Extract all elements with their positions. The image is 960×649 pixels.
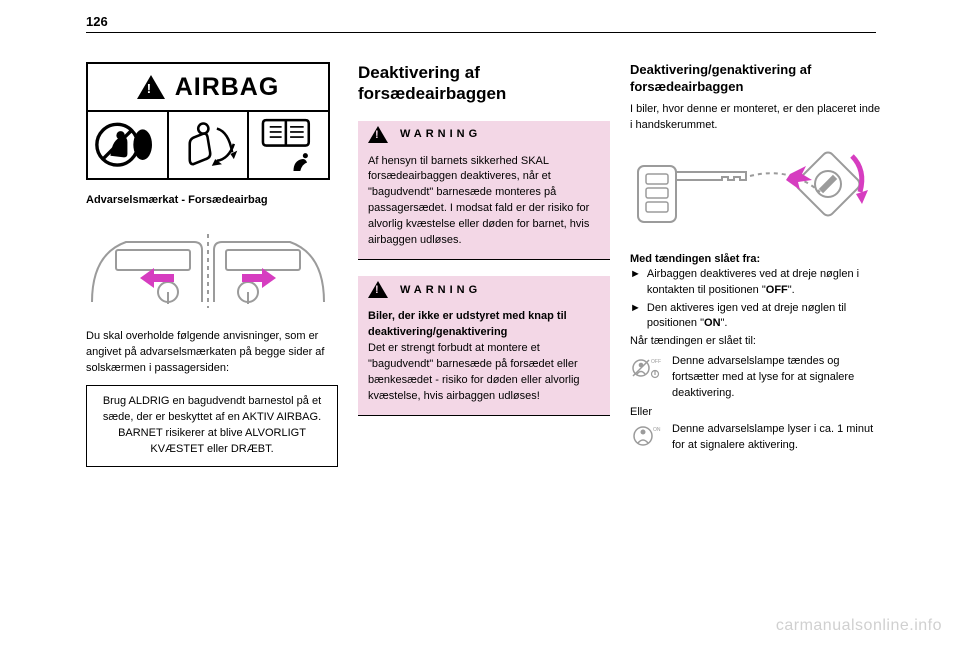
warning-box-2: WARNING Biler, der ikke er udstyret med …: [358, 276, 610, 416]
key-switch-figure: [630, 144, 874, 239]
bullet-1-text: Airbaggen deaktiveres ved at dreje nøgle…: [647, 267, 882, 299]
svg-text:OFF: OFF: [651, 359, 661, 365]
airbag-on-lamp-icon: ON: [630, 422, 662, 450]
airbag-word: AIRBAG: [175, 73, 280, 102]
page: 126 AIRBAG: [0, 0, 960, 649]
bullet-2-text: Den aktiveres igen ved at dreje nøglen t…: [647, 301, 882, 333]
warning-title: WARNING: [400, 128, 481, 140]
horizontal-rule: [86, 32, 876, 33]
col2-heading: Deaktivering af forsædeairbaggen: [358, 62, 610, 105]
warning-box-1: WARNING Af hensyn til barnets sikkerhed …: [358, 121, 610, 261]
warning-box-2-body: Biler, der ikke er udstyret med knap til…: [358, 303, 610, 416]
airbag-label-caption: Advarselsmærkat - Forsædeairbag: [86, 194, 338, 206]
airbag-label-header: AIRBAG: [86, 62, 330, 110]
airbag-label-figure: AIRBAG: [86, 62, 330, 180]
col3-subhead: Med tændingen slået fra:: [630, 253, 882, 265]
eller-text: Eller: [630, 406, 882, 418]
bullet-arrow-icon: ►: [630, 301, 641, 333]
sunvisor-figure: [86, 214, 330, 319]
svg-text:ON: ON: [653, 427, 661, 433]
warning-title: WARNING: [400, 284, 481, 296]
warning-triangle-icon: [137, 75, 165, 99]
airbag-cell-read-manual-icon: [247, 112, 328, 178]
lamp-deactivation-para: OFF Denne advarselslampe tændes og forts…: [630, 354, 882, 402]
col3-heading: Deaktivering/genaktivering af forsædeair…: [630, 62, 882, 96]
airbag-cell-seat-arrows-icon: [167, 112, 248, 178]
warning-box-1-body: Af hensyn til barnets sikkerhed SKAL for…: [358, 148, 610, 261]
col1-boxed-warning: Brug ALDRIG en bagudvendt barnestol på e…: [86, 385, 338, 467]
lamp-deactivation-text: Denne advarselslampe tændes og fortsætte…: [672, 354, 882, 402]
airbag-cell-no-child-seat-icon: [88, 112, 167, 178]
warning-box-2-subhead: Biler, der ikke er udstyret med knap til…: [368, 310, 567, 338]
col3-after-bullets: Når tændingen er slået til:: [630, 334, 882, 350]
column-2: Deaktivering af forsædeairbaggen WARNING…: [358, 62, 610, 416]
watermark: carmanualsonline.info: [776, 617, 942, 635]
warning-box-2-text: Det er strengt forbudt at montere et "ba…: [368, 342, 580, 402]
warning-triangle-icon: [368, 281, 388, 298]
bullet-2: ► Den aktiveres igen ved at dreje nøglen…: [630, 301, 882, 333]
warning-box-1-header: WARNING: [358, 121, 610, 148]
col3-intro: I biler, hvor denne er monteret, er den …: [630, 102, 882, 134]
airbag-label-cells: [86, 110, 330, 180]
warning-box-2-header: WARNING: [358, 276, 610, 303]
airbag-off-lamp-icon: OFF: [630, 354, 662, 382]
col1-body-text: Du skal overholde følgende anvisninger, …: [86, 329, 338, 377]
lamp-activation-text: Denne advarselslampe lyser i ca. 1 minut…: [672, 422, 882, 454]
column-3: Deaktivering/genaktivering af forsædeair…: [630, 62, 882, 454]
bullet-1: ► Airbaggen deaktiveres ved at dreje nøg…: [630, 267, 882, 299]
column-1: AIRBAG: [86, 62, 338, 467]
page-number: 126: [86, 14, 108, 29]
warning-triangle-icon: [368, 126, 388, 143]
bullet-arrow-icon: ►: [630, 267, 641, 299]
lamp-activation-para: ON Denne advarselslampe lyser i ca. 1 mi…: [630, 422, 882, 454]
